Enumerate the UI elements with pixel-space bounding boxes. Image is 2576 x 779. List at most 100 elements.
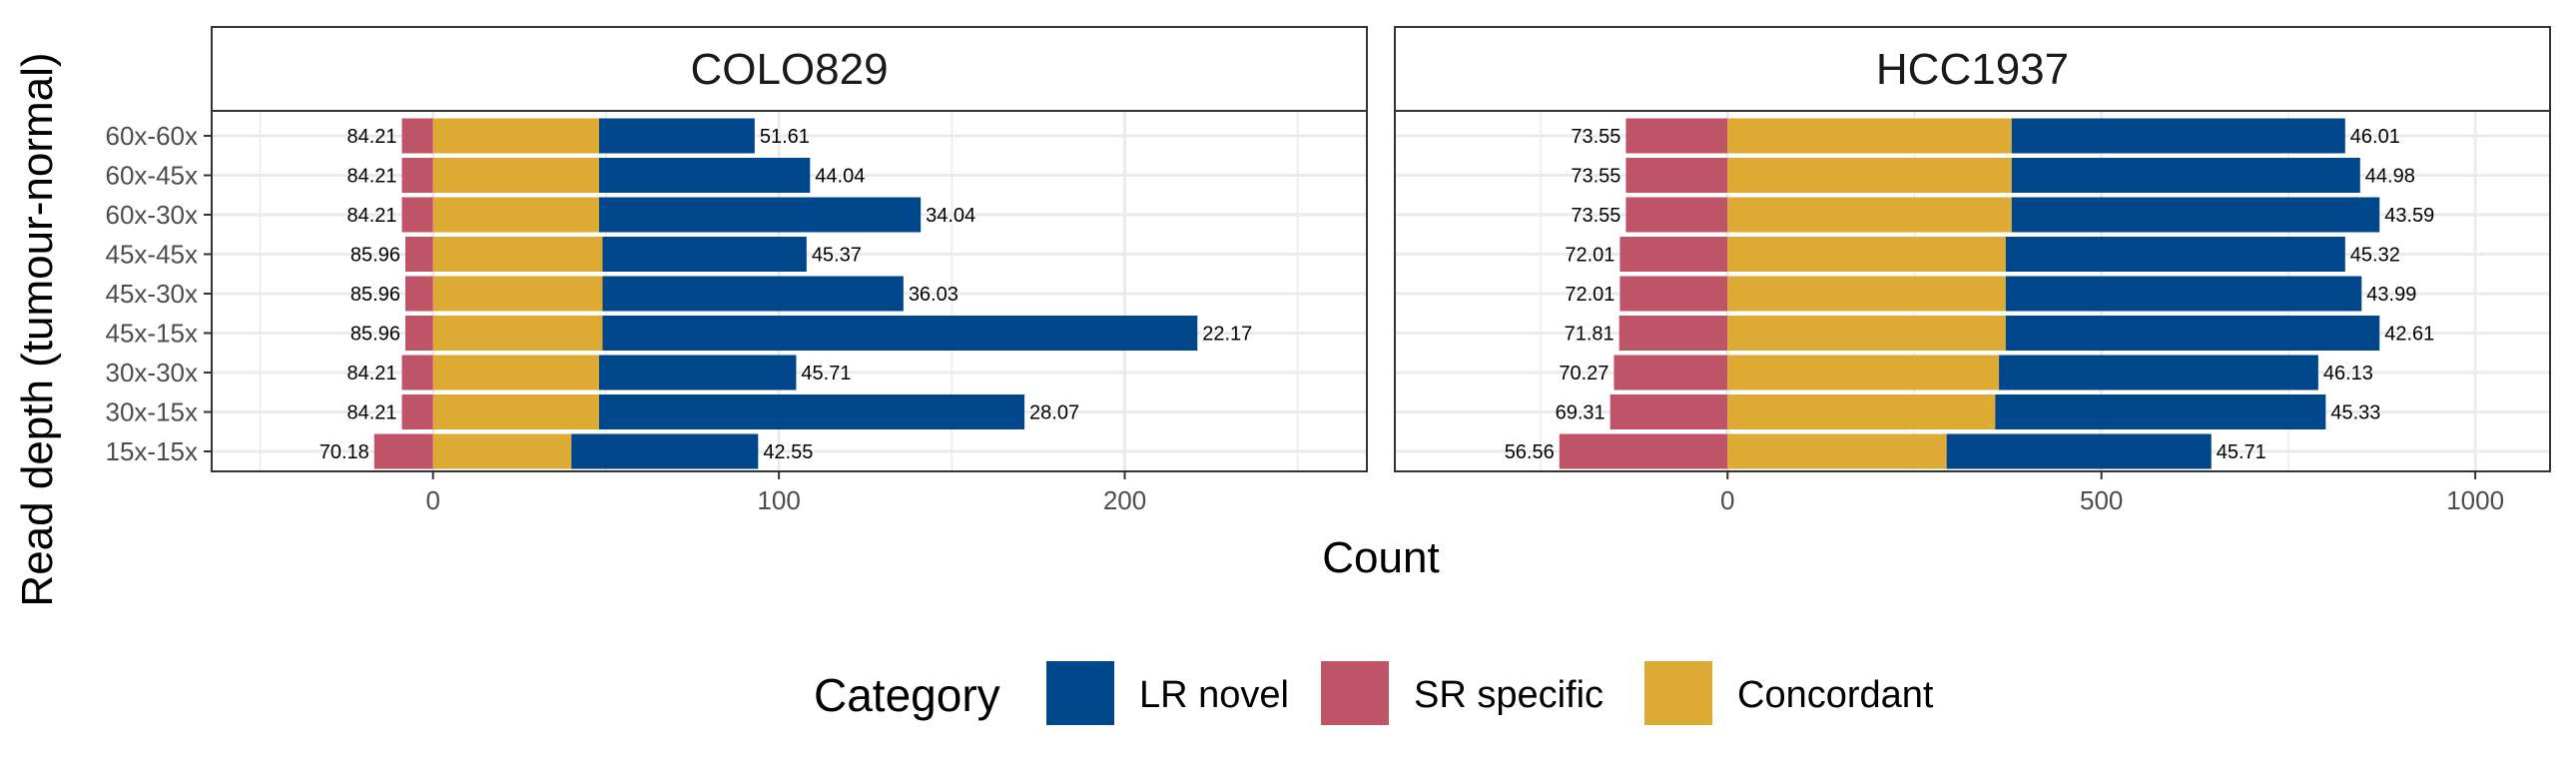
bar-concordant xyxy=(432,276,603,312)
y-tick-label: 60x-45x xyxy=(106,161,199,191)
x-tick-label: 100 xyxy=(757,485,800,515)
bar-sr-specific xyxy=(404,237,433,272)
bar-lr-novel xyxy=(1999,355,2318,390)
bar-lr-novel xyxy=(598,355,797,390)
y-tick-label: 60x-30x xyxy=(106,200,199,230)
bar-sr-specific xyxy=(404,316,433,351)
bar-lr-novel xyxy=(2005,276,2362,312)
bar-lr-novel xyxy=(2005,316,2380,351)
bar-end-label: 46.13 xyxy=(2323,363,2373,385)
bar-end-label: 42.55 xyxy=(763,441,813,463)
bar-start-label: 84.21 xyxy=(346,205,396,227)
bar-sr-specific xyxy=(1625,118,1728,154)
bars: 73.55 46.01 73.55 44.98 73.55 43.59 72.01 45.32… xyxy=(1505,118,2434,469)
bar-concordant xyxy=(432,237,603,272)
x-tick-label: 0 xyxy=(425,485,439,515)
bar-concordant xyxy=(1727,158,2012,193)
bar-concordant xyxy=(1727,433,1947,469)
bar-end-label: 45.33 xyxy=(2330,402,2380,424)
legend-key xyxy=(1644,661,1712,725)
bar-sr-specific xyxy=(373,433,433,469)
bar-concordant xyxy=(1727,394,1996,429)
y-tick-label: 60x-60x xyxy=(106,121,199,151)
bar-sr-specific xyxy=(401,158,433,193)
bar-start-label: 85.96 xyxy=(350,245,400,267)
y-axis-title: Read depth (tumour-normal) xyxy=(13,52,62,606)
bar-sr-specific xyxy=(1559,433,1728,469)
y-tick-label: 15x-15x xyxy=(106,436,199,466)
y-tick-label: 45x-30x xyxy=(106,279,199,309)
bar-start-label: 73.55 xyxy=(1571,205,1620,227)
y-tick-label: 45x-45x xyxy=(106,240,199,270)
bar-start-label: 85.96 xyxy=(350,284,400,306)
panel-strip xyxy=(211,26,1368,112)
y-axis: 60x-60x 60x-45x 60x-30x 45x-45x 45x-30x 45x-1… xyxy=(106,121,212,466)
bar-concordant xyxy=(1727,316,2006,351)
y-tick-label: 45x-15x xyxy=(106,319,199,349)
bar-lr-novel xyxy=(602,237,807,272)
bar-concordant xyxy=(1727,237,2006,272)
legend-key xyxy=(1321,661,1389,725)
bar-start-label: 84.21 xyxy=(346,363,396,385)
bar-end-label: 22.17 xyxy=(1202,324,1252,346)
bar-sr-specific xyxy=(1619,237,1728,272)
bar-concordant xyxy=(432,158,599,193)
bar-end-label: 28.07 xyxy=(1029,402,1079,424)
bar-sr-specific xyxy=(1613,355,1728,390)
bar-end-label: 42.61 xyxy=(2384,324,2434,346)
bar-start-label: 56.56 xyxy=(1505,441,1555,463)
bar-concordant xyxy=(1727,276,2006,312)
x-tick-label: 0 xyxy=(1720,485,1734,515)
bar-end-label: 45.71 xyxy=(2217,441,2266,463)
bar-sr-specific xyxy=(1610,394,1728,429)
legend-label: LR novel xyxy=(1139,674,1289,716)
panel-hcc1937: HCC1937 73.55 46.01 73.55 44.98 73.55 43.59 72.… xyxy=(1394,26,2551,515)
bar-sr-specific xyxy=(401,197,433,233)
panel-border xyxy=(1394,110,2551,472)
bar-start-label: 70.27 xyxy=(1559,363,1609,385)
bar-start-label: 84.21 xyxy=(346,402,396,424)
bar-end-label: 43.99 xyxy=(2366,284,2416,306)
bar-lr-novel xyxy=(598,394,1025,429)
bar-sr-specific xyxy=(401,118,433,154)
bar-end-label: 43.59 xyxy=(2384,205,2434,227)
bar-lr-novel xyxy=(2011,158,2360,193)
bar-concordant xyxy=(1727,355,2000,390)
bar-start-label: 73.55 xyxy=(1571,126,1620,148)
bar-lr-novel xyxy=(1995,394,2326,429)
bar-sr-specific xyxy=(404,276,433,312)
bar-lr-novel xyxy=(602,316,1198,351)
bar-sr-specific xyxy=(401,394,433,429)
legend-label: Concordant xyxy=(1737,674,1934,716)
bar-lr-novel xyxy=(598,118,755,154)
bar-concordant xyxy=(432,118,599,154)
bar-start-label: 69.31 xyxy=(1556,402,1606,424)
x-axis: 0 100 200 xyxy=(425,471,1146,515)
x-tick-label: 1000 xyxy=(2446,485,2504,515)
bar-lr-novel xyxy=(2005,237,2345,272)
x-tick-label: 500 xyxy=(2080,485,2123,515)
bar-end-label: 44.98 xyxy=(2365,166,2415,188)
bar-end-label: 34.04 xyxy=(926,205,975,227)
bar-start-label: 70.18 xyxy=(320,441,369,463)
bar-end-label: 45.71 xyxy=(801,363,851,385)
panel-border xyxy=(211,110,1368,472)
panel-colo829: COLO829 84.21 51.61 84.21 44.04 84.21 34.04 85.… xyxy=(106,26,1368,515)
y-tick-label: 30x-15x xyxy=(106,397,199,427)
x-axis-title: Count xyxy=(1322,533,1439,582)
legend-label: SR specific xyxy=(1414,674,1604,716)
bar-lr-novel xyxy=(598,158,811,193)
bar-end-label: 51.61 xyxy=(760,126,810,148)
bar-concordant xyxy=(432,355,599,390)
bar-sr-specific xyxy=(1618,316,1728,351)
bar-lr-novel xyxy=(2011,118,2345,154)
bar-end-label: 46.01 xyxy=(2350,126,2400,148)
bar-lr-novel xyxy=(1946,433,2212,469)
bar-concordant xyxy=(432,197,599,233)
bar-lr-novel xyxy=(571,433,759,469)
bar-lr-novel xyxy=(2011,197,2380,233)
bar-start-label: 72.01 xyxy=(1565,245,1614,267)
bar-start-label: 84.21 xyxy=(346,166,396,188)
bar-end-label: 36.03 xyxy=(909,284,959,306)
